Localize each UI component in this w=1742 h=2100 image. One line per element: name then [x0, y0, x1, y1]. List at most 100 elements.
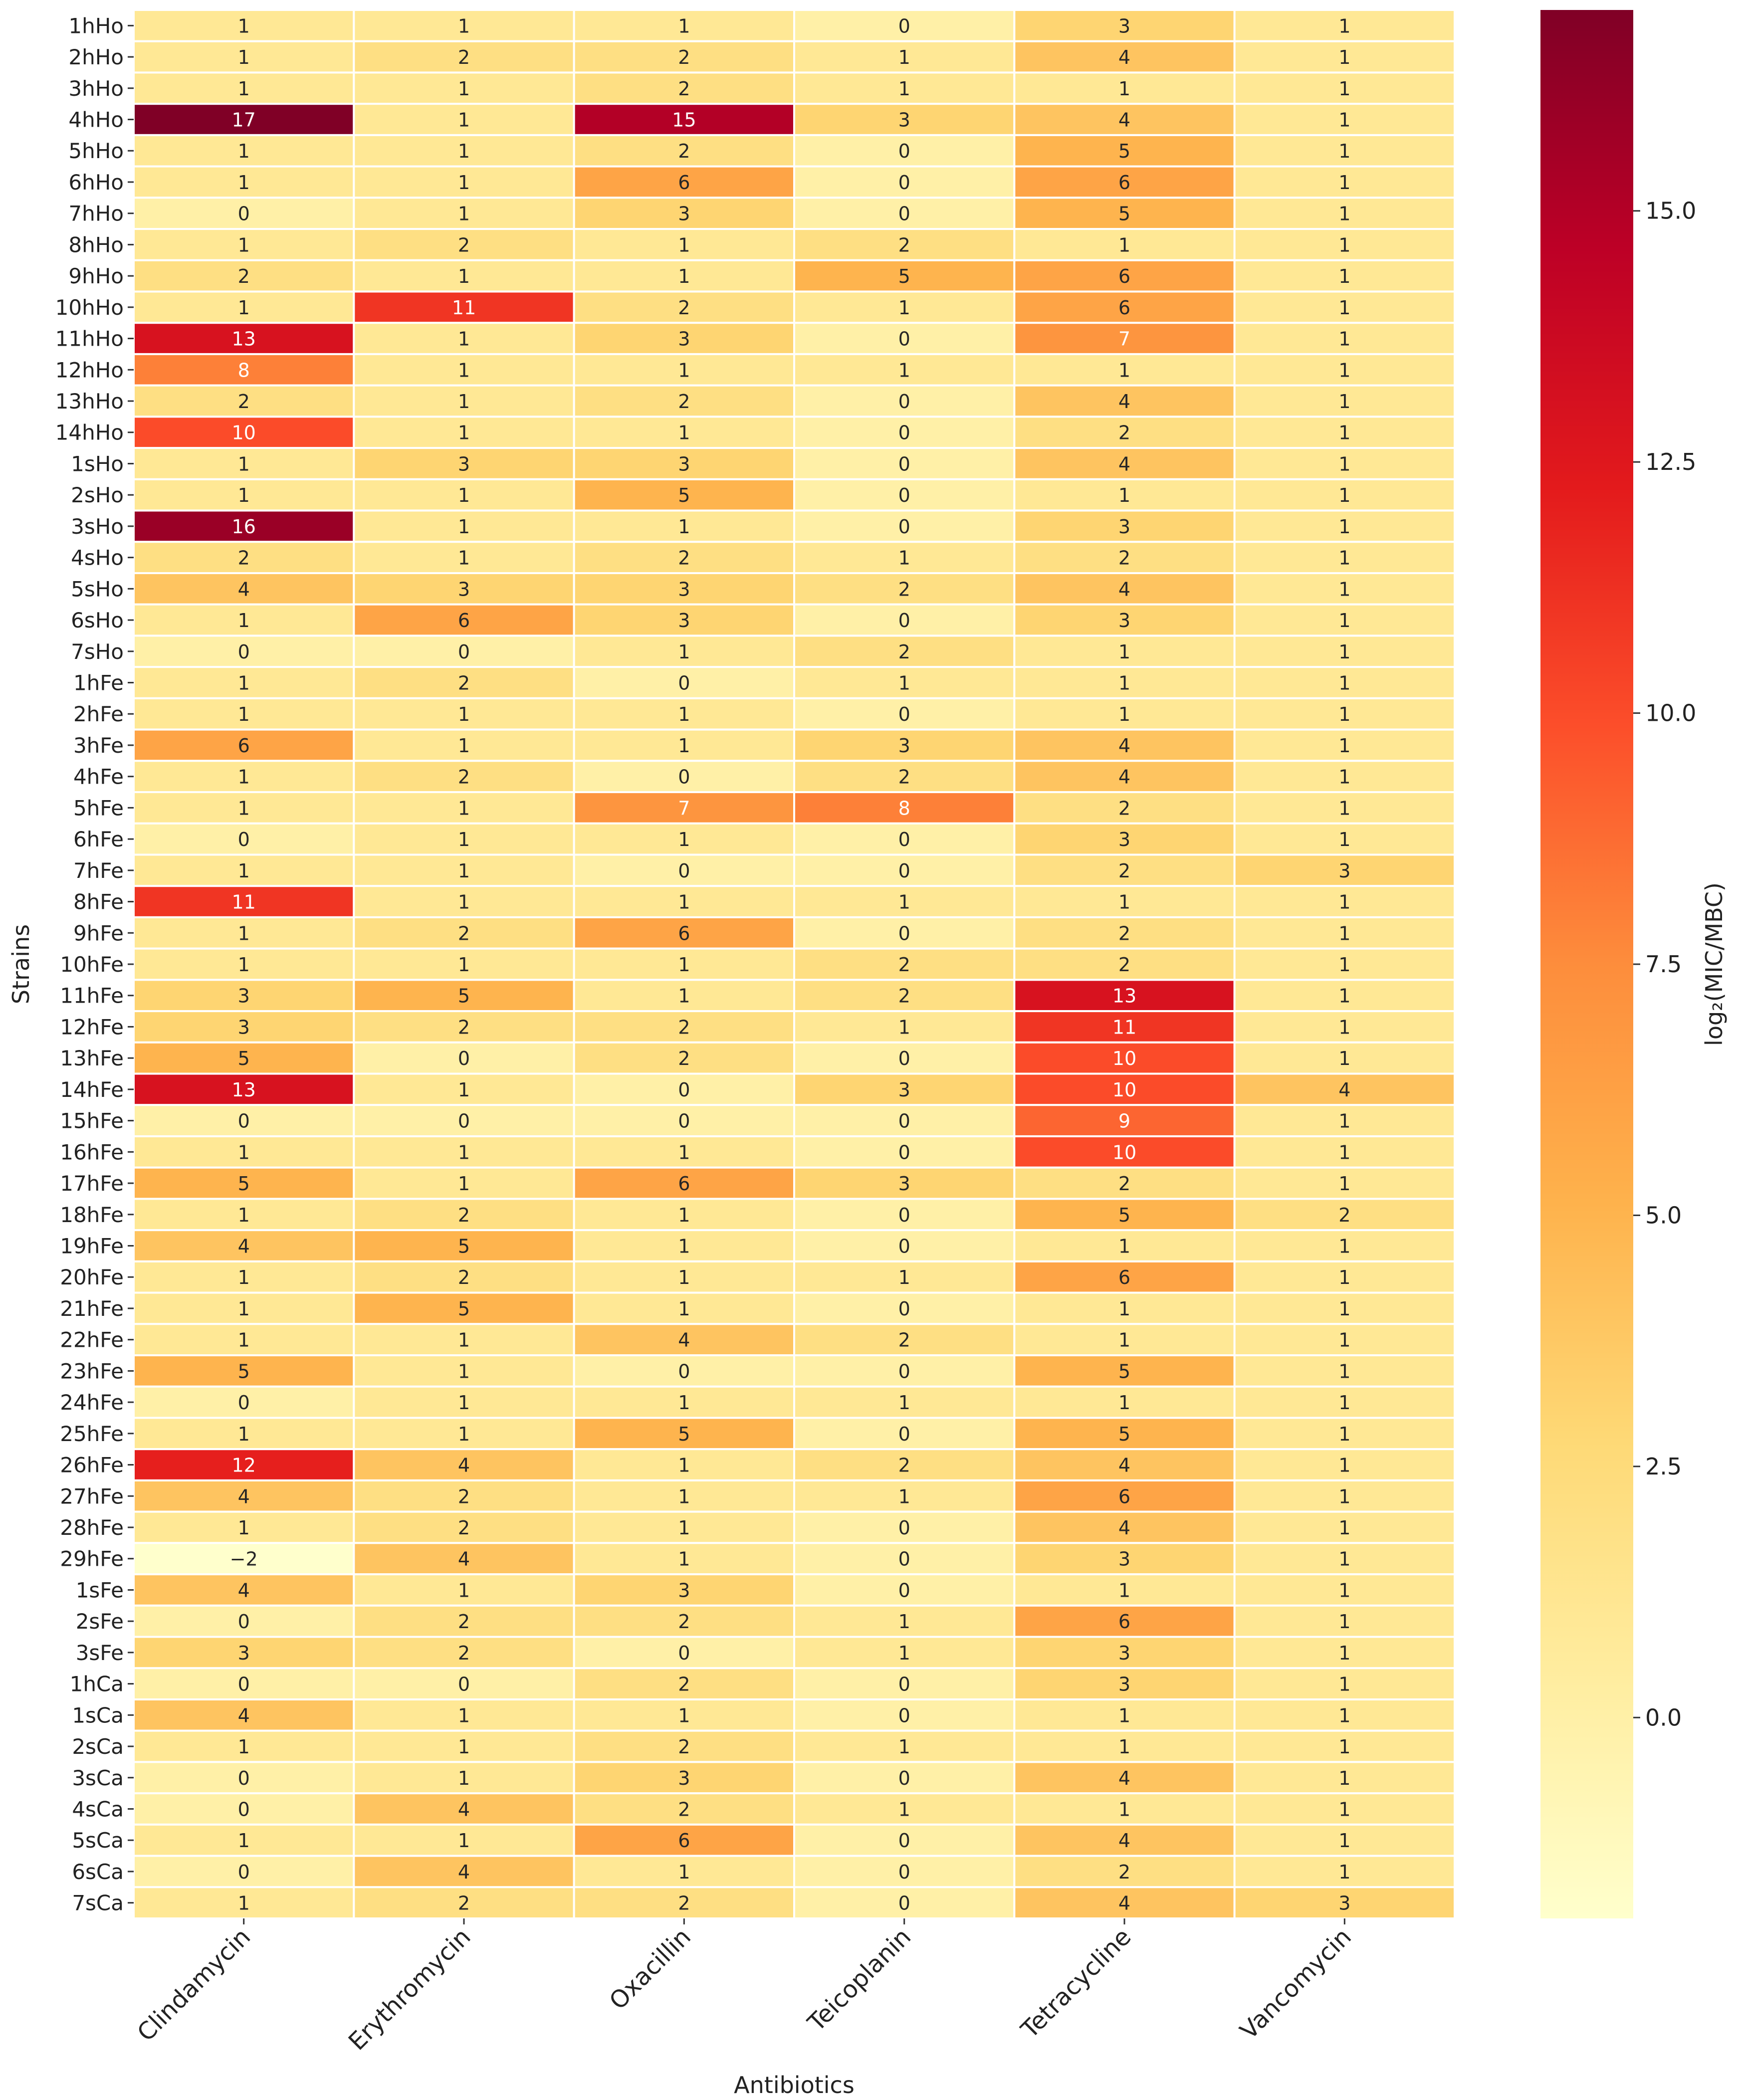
heatmap-cell: [133, 165, 355, 199]
heatmap-cell: [1013, 1792, 1236, 1826]
heatmap-cell: [1233, 509, 1456, 543]
cell-value-label: 1: [1338, 234, 1350, 256]
row-label: 9hHo: [68, 264, 124, 288]
heatmap-cell: [353, 1010, 575, 1044]
cell-value-label: 1: [458, 1329, 470, 1351]
cell-value-label: 11: [1112, 1016, 1136, 1038]
cell-value-label: 1: [678, 1485, 690, 1507]
heatmap-cell: [1013, 1166, 1236, 1200]
colorbar-tick-label: 5.0: [1645, 1202, 1682, 1229]
row-label: 1sCa: [72, 1703, 124, 1727]
cell-value-label: 2: [1118, 860, 1130, 882]
column-label: Tetracycline: [1016, 1923, 1137, 2044]
heatmap-cell: [1233, 1260, 1456, 1294]
row-label: 20hFe: [60, 1265, 124, 1289]
cell-value-label: 1: [1338, 1798, 1350, 1820]
heatmap-cell: [1233, 478, 1456, 512]
cell-value-label: 1: [458, 735, 470, 757]
cell-value-label: 2: [678, 297, 690, 319]
heatmap-cell: [793, 1291, 1016, 1325]
row-label: 27hFe: [60, 1484, 124, 1508]
row-label: 10hHo: [55, 295, 124, 320]
cell-value-label: 1: [458, 1736, 470, 1758]
heatmap-cell: [1233, 134, 1456, 168]
cell-value-label: 1: [458, 1173, 470, 1195]
cell-value-label: 0: [678, 672, 690, 694]
cell-value-label: 1: [898, 547, 910, 569]
cell-value-label: 2: [678, 78, 690, 100]
cell-value-label: 3: [458, 453, 470, 475]
cell-value-label: 1: [238, 1266, 250, 1288]
heatmap-cell: [573, 509, 795, 543]
heatmap-cell: [133, 322, 355, 355]
cell-value-label: 5: [1118, 203, 1130, 225]
cell-value-label: 0: [678, 1110, 690, 1132]
cell-value-label: 0: [458, 1110, 470, 1132]
cell-value-label: 2: [678, 1892, 690, 1914]
cell-value-label: 1: [1338, 140, 1350, 162]
heatmap-cell: [1233, 165, 1456, 199]
heatmap-cell: [353, 1417, 575, 1451]
row-label: 23hFe: [60, 1359, 124, 1383]
cell-value-label: 1: [1338, 797, 1350, 819]
heatmap-cell: [353, 353, 575, 387]
cell-value-label: 0: [458, 1048, 470, 1069]
cell-value-label: 1: [238, 484, 250, 506]
cell-value-label: 0: [458, 641, 470, 663]
row-label: 5sHo: [71, 577, 124, 601]
heatmap-cell: [1233, 1855, 1456, 1889]
cell-value-label: 1: [238, 140, 250, 162]
heatmap-cell: [793, 1104, 1016, 1137]
cell-value-label: 1: [1338, 1548, 1350, 1570]
cell-value-label: 1: [1338, 203, 1350, 225]
cell-value-label: 1: [1338, 829, 1350, 850]
cell-value-label: 16: [231, 516, 255, 538]
row-label: 4sHo: [71, 546, 124, 570]
cell-value-label: 4: [458, 1861, 470, 1883]
cell-value-label: 3: [1338, 1892, 1350, 1914]
cell-value-label: 6: [458, 610, 470, 631]
heatmap-cell: [353, 666, 575, 699]
cell-value-label: 1: [678, 265, 690, 287]
cell-value-label: 2: [458, 1517, 470, 1539]
heatmap-cell: [793, 1323, 1016, 1357]
colorbar-tick-label: 12.5: [1645, 448, 1696, 475]
heatmap-cell: [573, 1792, 795, 1826]
heatmap-cell: [353, 603, 575, 637]
heatmap-cell: [1233, 1104, 1456, 1137]
cell-value-label: 1: [898, 46, 910, 68]
cell-value-label: 3: [1118, 516, 1130, 538]
cell-value-label: 5: [1118, 1360, 1130, 1382]
cell-value-label: 1: [1338, 547, 1350, 569]
row-label: 11hHo: [55, 327, 124, 351]
cell-value-label: 3: [678, 453, 690, 475]
cell-value-label: 2: [1118, 922, 1130, 944]
cell-value-label: 5: [1118, 1204, 1130, 1226]
heatmap-cell: [1013, 822, 1236, 856]
cell-value-label: 2: [678, 140, 690, 162]
cell-value-label: 1: [678, 1235, 690, 1257]
cell-value-label: 3: [238, 1642, 250, 1664]
heatmap-cell: [1233, 228, 1456, 261]
cell-value-label: 4: [458, 1798, 470, 1820]
heatmap-cell: [1013, 447, 1236, 480]
heatmap-cell: [793, 1667, 1016, 1700]
cell-value-label: 1: [1338, 359, 1350, 381]
cell-value-label: 4: [238, 1579, 250, 1601]
cell-value-label: 1: [238, 1892, 250, 1914]
cell-value-label: 1: [678, 422, 690, 444]
cell-value-label: 1: [678, 234, 690, 256]
cell-value-label: 1: [1338, 109, 1350, 131]
cell-value-label: 1: [1118, 234, 1130, 256]
cell-value-label: 2: [238, 265, 250, 287]
heatmap-cell: [793, 322, 1016, 355]
cell-value-label: 0: [898, 484, 910, 506]
cell-value-label: 1: [898, 1611, 910, 1633]
cell-value-label: 2: [678, 1048, 690, 1069]
heatmap-cell: [1233, 885, 1456, 918]
cell-value-label: 1: [1118, 672, 1130, 694]
row-label: 26hFe: [60, 1453, 124, 1477]
heatmap-cell: [1233, 634, 1456, 668]
cell-value-label: 1: [1338, 1392, 1350, 1414]
heatmap-cell: [1013, 728, 1236, 762]
